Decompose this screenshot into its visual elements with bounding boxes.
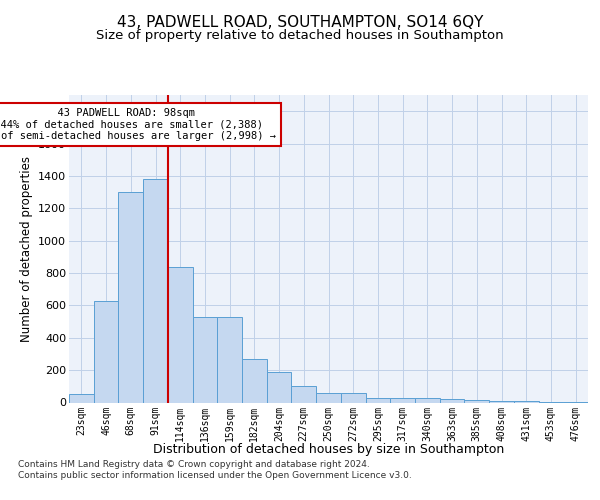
Text: Contains HM Land Registry data © Crown copyright and database right 2024.: Contains HM Land Registry data © Crown c… <box>18 460 370 469</box>
Y-axis label: Number of detached properties: Number of detached properties <box>20 156 32 342</box>
Bar <box>316 393 341 402</box>
Bar <box>217 316 242 402</box>
Text: 43 PADWELL ROAD: 98sqm  
← 44% of detached houses are smaller (2,388)
55% of sem: 43 PADWELL ROAD: 98sqm ← 44% of detached… <box>0 108 276 141</box>
Bar <box>94 300 118 402</box>
Bar <box>415 398 440 402</box>
Text: Size of property relative to detached houses in Southampton: Size of property relative to detached ho… <box>96 29 504 42</box>
Bar <box>118 192 143 402</box>
Bar <box>341 393 365 402</box>
Bar <box>365 398 390 402</box>
Bar <box>464 400 489 402</box>
Bar <box>489 401 514 402</box>
Text: 43, PADWELL ROAD, SOUTHAMPTON, SO14 6QY: 43, PADWELL ROAD, SOUTHAMPTON, SO14 6QY <box>117 15 483 30</box>
Bar <box>193 316 217 402</box>
Bar <box>514 401 539 402</box>
Bar <box>440 400 464 402</box>
Bar <box>390 398 415 402</box>
Bar <box>242 359 267 403</box>
Bar <box>143 179 168 402</box>
Text: Contains public sector information licensed under the Open Government Licence v3: Contains public sector information licen… <box>18 471 412 480</box>
Bar <box>292 386 316 402</box>
Bar <box>267 372 292 402</box>
Bar <box>69 394 94 402</box>
Bar <box>168 266 193 402</box>
Text: Distribution of detached houses by size in Southampton: Distribution of detached houses by size … <box>153 442 505 456</box>
